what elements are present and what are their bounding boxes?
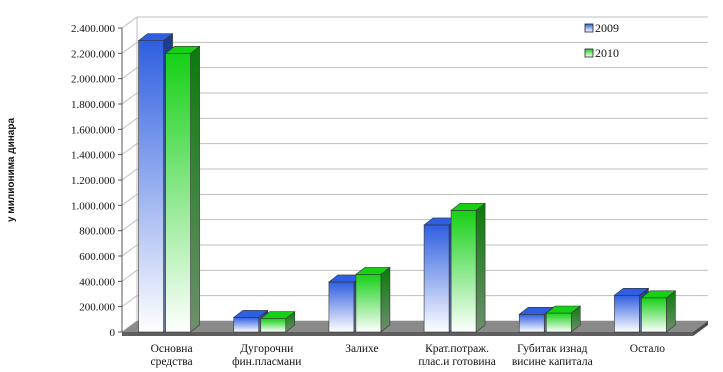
x-category-label-line: Основна <box>151 343 193 355</box>
gridline <box>121 193 708 206</box>
y-tick-label: 1.000.000 <box>71 200 116 212</box>
legend-swatch-2009 <box>584 23 594 33</box>
x-category-label-line: висине капитала <box>512 356 593 368</box>
gridlines <box>121 16 708 333</box>
gridline <box>121 143 708 156</box>
y-tick-label: 1.600.000 <box>71 124 116 136</box>
y-tick-label: 200.000 <box>79 302 115 314</box>
y-tick-label: 1.800.000 <box>71 99 116 111</box>
y-tick-label: 0 <box>110 327 116 339</box>
bar-top-2010 <box>164 46 201 54</box>
y-axis-label: у милионима динара <box>6 118 17 222</box>
gridline <box>121 219 708 232</box>
y-tick-label: 2.000.000 <box>71 74 116 86</box>
legend: 2009 2010 <box>584 21 619 60</box>
legend-swatch-2010 <box>584 48 594 58</box>
y-tick-label: 800.000 <box>79 226 115 238</box>
bar-top-2009 <box>613 287 650 296</box>
gridline <box>121 244 708 257</box>
y-tick-label: 1.400.000 <box>71 150 116 162</box>
legend-label-2009: 2009 <box>595 21 619 35</box>
bar-top-2009 <box>137 33 174 41</box>
bar-2010 <box>355 274 382 333</box>
gridline <box>121 92 708 105</box>
bar-top-2010 <box>450 203 486 211</box>
bar-2009 <box>614 294 640 333</box>
x-category-label: Губитак изнад висине капитала <box>512 343 593 368</box>
floor-edge <box>693 321 708 336</box>
bar-top-2010 <box>545 305 582 314</box>
bar-2010 <box>165 53 191 333</box>
bar-2009 <box>138 40 164 333</box>
x-category-label-line: плас.и готовина <box>418 356 496 368</box>
x-category-label: Залихе <box>345 343 378 355</box>
x-category-label-line: средства <box>150 356 192 368</box>
gridline <box>121 117 708 130</box>
x-category-label-line: Губитак изнад <box>517 343 588 355</box>
gridline <box>121 41 708 54</box>
bar-2009 <box>423 224 450 333</box>
bar-side-2010 <box>475 202 486 333</box>
bar-top-2010 <box>355 267 391 275</box>
y-tick-label: 2.400.000 <box>71 23 116 35</box>
y-tick-label: 1.200.000 <box>71 175 116 187</box>
y-tick-label: 400.000 <box>79 276 115 288</box>
gridline <box>121 16 708 29</box>
bar-2009 <box>518 313 545 333</box>
bar-2009 <box>233 317 260 333</box>
x-category-label-line: Крат.потраж. <box>425 343 489 355</box>
x-axis: Основна средства Дугорочни фин.пласмани Зали… <box>150 343 665 368</box>
bar-side-2010 <box>190 45 200 333</box>
x-category-label-line: фин.пласмани <box>232 356 301 368</box>
y-tick-label: 2.200.000 <box>71 48 116 60</box>
x-category-label-line: Остало <box>630 343 666 355</box>
bars <box>137 33 677 333</box>
bar-2010 <box>545 312 572 333</box>
x-category-label: Крат.потраж. плас.и готовина <box>418 343 496 368</box>
legend-label-2010: 2010 <box>595 46 619 60</box>
y-tick-label: 600.000 <box>79 251 115 263</box>
y-axis: 0 200.000 400.000 600.000 800.000 1.000.000 1.… <box>71 23 123 339</box>
bar-2010 <box>641 297 667 333</box>
x-category-label: Остало <box>630 343 666 355</box>
gridline <box>121 67 708 80</box>
bar-side-2010 <box>380 266 391 333</box>
bar-top-2010 <box>640 290 677 299</box>
x-category-label-line: Залихе <box>345 343 378 355</box>
gridline <box>121 168 708 181</box>
bar-top-2010 <box>259 311 296 320</box>
bar-2010 <box>450 210 477 333</box>
bar-2010 <box>260 318 287 333</box>
floor-edge <box>122 332 693 336</box>
x-category-label: Дугорочни фин.пласмани <box>232 343 301 368</box>
x-category-label-line: Дугорочни <box>240 343 293 355</box>
x-category-label: Основна средства <box>150 343 192 368</box>
bar-top-2009 <box>232 310 269 318</box>
bar-2009 <box>328 281 355 333</box>
gridline <box>121 269 708 282</box>
